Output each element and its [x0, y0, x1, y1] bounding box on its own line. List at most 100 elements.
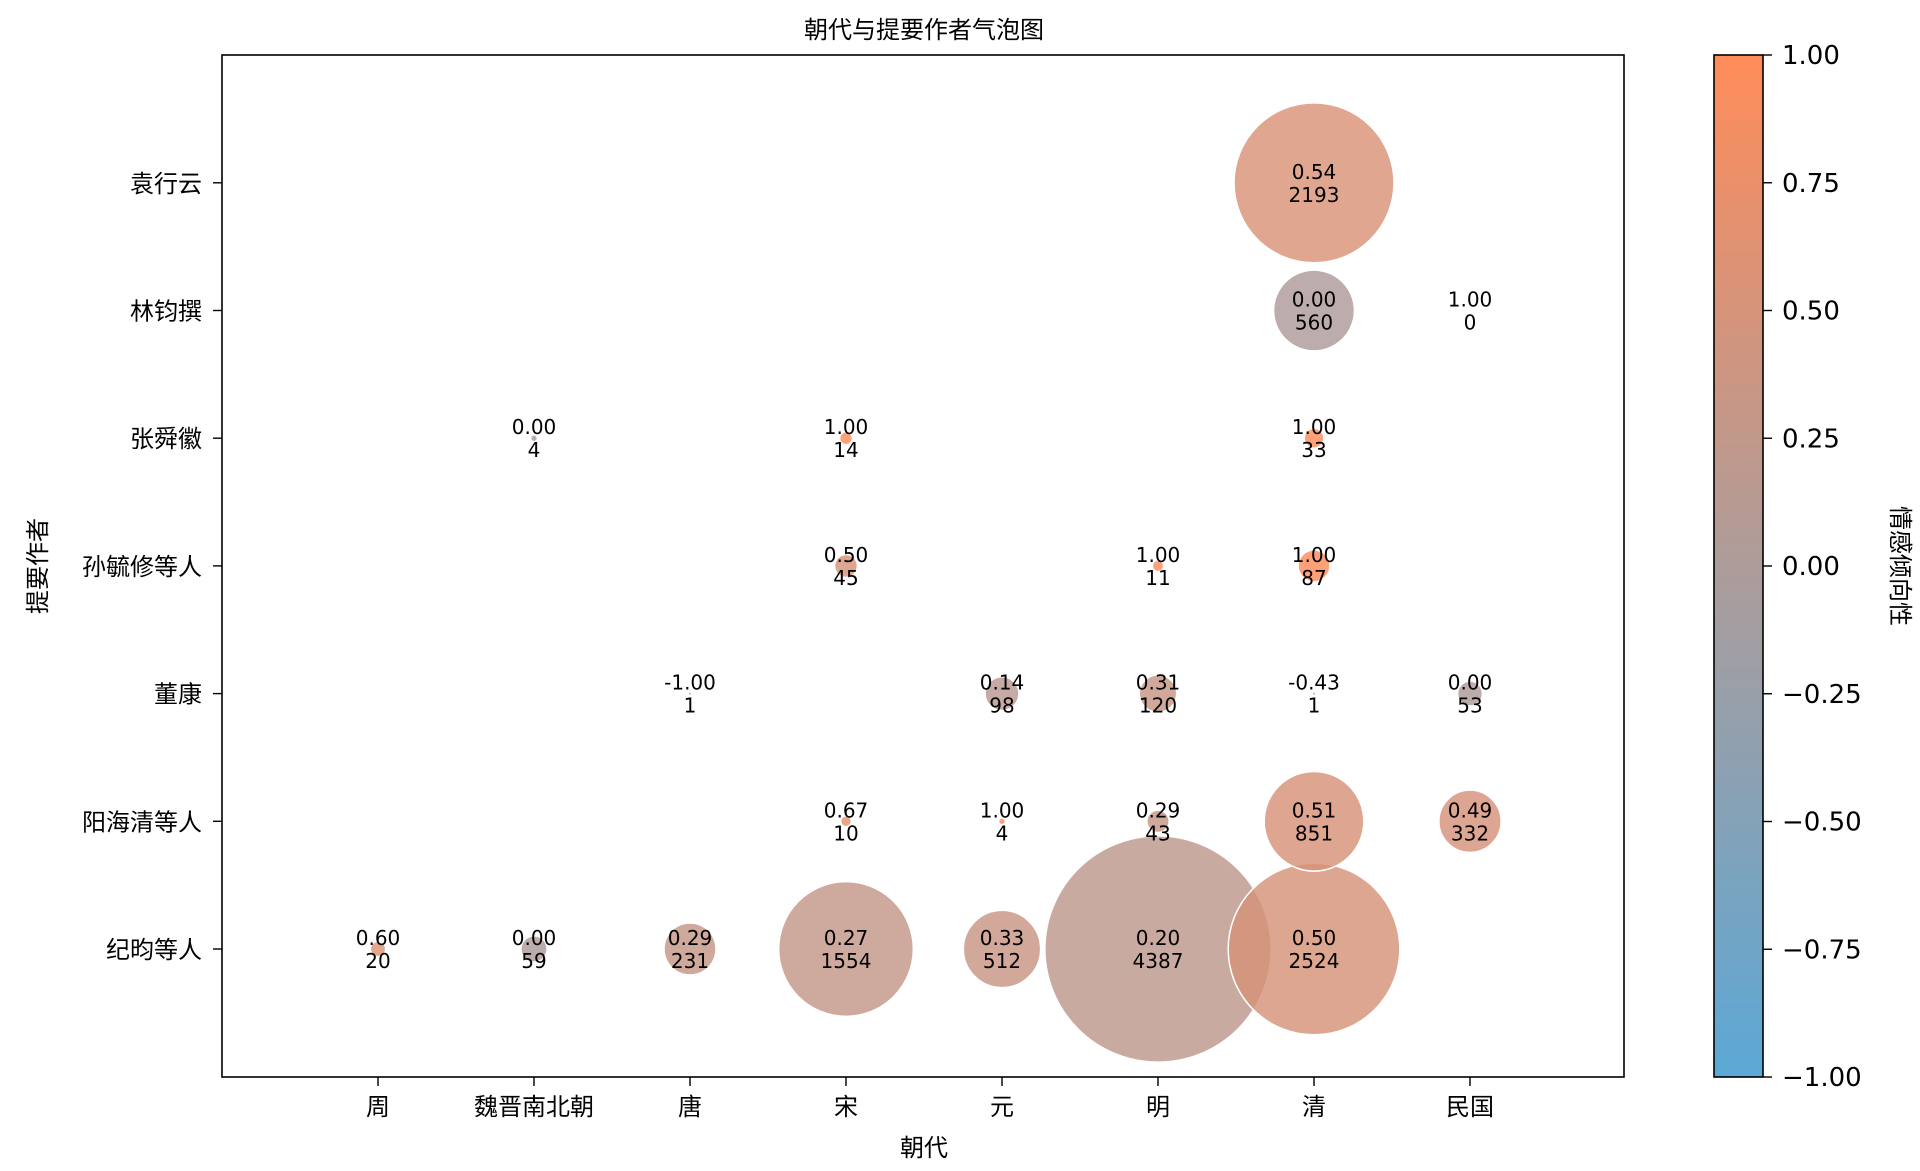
bubble — [839, 815, 853, 828]
x-axis-label: 朝代 — [900, 1134, 948, 1162]
bubble-count-label: 11 — [1145, 566, 1170, 590]
colorbar-label: 情感倾向性 — [1886, 506, 1914, 626]
y-axis: 纪昀等人 阳海清等人 董康 孙毓修等人 张舜徽 林钧撰 袁行云 — [82, 170, 222, 964]
colorbar-tick-label: 1.00 — [1782, 41, 1840, 71]
colorbar-tick-label: −1.00 — [1782, 1063, 1862, 1093]
bubble-count-label: 43 — [1145, 821, 1170, 845]
bubble-count-label: 0 — [1464, 311, 1477, 335]
bubble — [1151, 559, 1165, 573]
bubble — [1146, 809, 1170, 834]
bubble — [1233, 102, 1395, 264]
colorbar-axis: 1.00 0.75 0.50 0.25 0.00 −0.25 −0.50 −0.75 −1.00 — [1763, 41, 1862, 1093]
x-tick-label: 清 — [1302, 1093, 1326, 1121]
bubble — [777, 880, 915, 1018]
bubble-sentiment-label: 0.14 — [980, 671, 1025, 695]
bubble-sentiment-label: 0.51 — [1292, 798, 1337, 822]
colorbar-tick-label: 0.00 — [1782, 552, 1840, 582]
bubble-count-label: 512 — [983, 949, 1021, 973]
bubble — [833, 553, 859, 579]
bubble-count-label: 59 — [521, 949, 546, 973]
bubble — [1456, 680, 1484, 707]
bubble-sentiment-label: 1.00 — [1292, 415, 1337, 439]
bubbles-layer — [369, 102, 1502, 1063]
bubble-sentiment-label: 0.49 — [1448, 798, 1493, 822]
colorbar — [1714, 55, 1763, 1077]
bubble-count-label: 1554 — [821, 949, 872, 973]
colorbar-tick-label: 0.25 — [1782, 424, 1840, 454]
bubble-sentiment-label: 0.29 — [1136, 798, 1181, 822]
bubble — [1263, 770, 1365, 872]
bubble — [1438, 789, 1502, 854]
bubble-count-label: 4387 — [1133, 949, 1184, 973]
bubble — [663, 922, 717, 976]
bubble-count-label: 98 — [989, 694, 1014, 718]
bubble-sentiment-label: 1.00 — [824, 415, 869, 439]
x-axis: 周 魏晋南北朝 唐 宋 元 明 清 民国 — [366, 1077, 1494, 1121]
x-tick-label: 唐 — [678, 1093, 702, 1121]
bubble-count-label: 2193 — [1289, 183, 1340, 207]
colorbar-tick-label: −0.25 — [1782, 680, 1862, 710]
bubble — [1138, 674, 1178, 714]
y-tick-label: 纪昀等人 — [106, 936, 202, 964]
chart-title: 朝代与提要作者气泡图 — [804, 16, 1044, 44]
bubble-count-label: 4 — [996, 821, 1009, 845]
colorbar-tick-label: −0.75 — [1782, 935, 1862, 965]
bubble — [997, 817, 1007, 826]
x-tick-label: 元 — [990, 1093, 1014, 1121]
bubble — [687, 691, 693, 697]
x-tick-label: 民国 — [1446, 1093, 1494, 1121]
y-tick-label: 董康 — [154, 681, 202, 709]
y-tick-label: 张舜徽 — [130, 425, 202, 453]
bubble — [1311, 691, 1317, 697]
colorbar-tick-label: 0.50 — [1782, 297, 1840, 327]
bubble-sentiment-label: 1.00 — [1292, 543, 1337, 567]
bubble-sentiment-label: 1.00 — [980, 798, 1025, 822]
bubble-sentiment-label: -0.43 — [1288, 671, 1340, 695]
bubble-sentiment-label: 0.31 — [1136, 671, 1181, 695]
y-tick-label: 林钧撰 — [130, 298, 202, 326]
bubble-sentiment-label: 0.50 — [824, 543, 869, 567]
x-tick-label: 宋 — [834, 1093, 858, 1121]
bubble-count-label: 332 — [1451, 821, 1489, 845]
bubble-sentiment-label: 0.54 — [1292, 160, 1337, 184]
bubble-count-label: 1 — [684, 694, 697, 718]
bubble-count-label: 14 — [833, 438, 858, 462]
bubble-sentiment-label: 0.60 — [356, 926, 401, 950]
colorbar-tick-label: 0.75 — [1782, 169, 1840, 199]
bubble — [520, 935, 548, 963]
bubble-sentiment-label: 0.27 — [824, 926, 869, 950]
bubble-count-label: 45 — [833, 566, 858, 590]
bubble-count-label: 20 — [365, 949, 390, 973]
bubble-count-label: 851 — [1295, 821, 1333, 845]
bubble-sentiment-label: 0.00 — [1292, 288, 1337, 312]
bubble-count-label: 4 — [528, 438, 541, 462]
y-tick-label: 袁行云 — [130, 170, 202, 198]
bubble-sentiment-label: 0.00 — [512, 926, 557, 950]
bubble-sentiment-label: 0.33 — [980, 926, 1025, 950]
bubble-sentiment-label: 0.20 — [1136, 926, 1181, 950]
bubble-sentiment-label: 0.00 — [1448, 671, 1493, 695]
bubble — [1303, 427, 1325, 449]
bubble-sentiment-label: 1.00 — [1448, 288, 1493, 312]
x-tick-label: 魏晋南北朝 — [474, 1093, 594, 1121]
bubble-sentiment-label: 0.29 — [668, 926, 713, 950]
bubble-count-label: 33 — [1301, 438, 1326, 462]
bubble-count-label: 231 — [671, 949, 709, 973]
bubble-count-label: 2524 — [1289, 949, 1340, 973]
x-tick-label: 明 — [1146, 1093, 1170, 1121]
bubble — [962, 909, 1042, 989]
bubble — [838, 431, 854, 446]
bubble — [1297, 549, 1331, 583]
bubble-count-label: 1 — [1308, 694, 1321, 718]
plot-frame — [221, 54, 1625, 1078]
bubble-sentiment-label: 0.00 — [512, 415, 557, 439]
bubble-sentiment-label: 1.00 — [1136, 543, 1181, 567]
x-tick-label: 周 — [366, 1093, 390, 1121]
bubble-count-label: 120 — [1139, 694, 1177, 718]
y-tick-label: 孙毓修等人 — [82, 553, 202, 581]
bubble — [529, 434, 539, 443]
bubble — [1272, 269, 1356, 352]
bubble-sentiment-label: 0.50 — [1292, 926, 1337, 950]
